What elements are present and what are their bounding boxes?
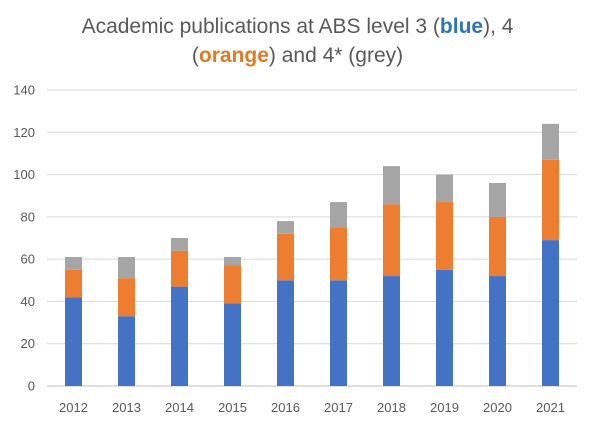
x-tick-label-2014: 2014 xyxy=(165,400,194,415)
title-blue-word: blue xyxy=(439,15,484,38)
y-tick-label-140: 140 xyxy=(13,83,35,98)
x-tick-label-2013: 2013 xyxy=(112,400,141,415)
title-part-4: ) and 4* (grey) xyxy=(268,44,404,67)
y-axis: 0 20 40 60 80 100 120 140 xyxy=(13,83,35,394)
bar-level4star-2017 xyxy=(330,202,347,228)
gridlines xyxy=(47,89,577,387)
title-part-3: ( xyxy=(191,44,199,67)
title-orange-word: orange xyxy=(198,44,269,67)
y-tick-label-40: 40 xyxy=(21,294,35,309)
x-tick-label-2020: 2020 xyxy=(483,400,512,415)
bar-level4-2017 xyxy=(330,227,347,281)
bar-level4star-2012 xyxy=(65,257,82,270)
x-axis: 2012 2013 2014 2015 2016 2017 2018 2019 2020 2021 xyxy=(59,400,565,415)
bar-level3-2013 xyxy=(118,316,135,386)
bar-level4star-2016 xyxy=(277,221,294,234)
bar-level4-2014 xyxy=(171,250,188,287)
bar-level3-2015 xyxy=(224,303,241,386)
bar-level3-2016 xyxy=(277,280,294,386)
chart-title: Academic publications at ABS level 3 (bl… xyxy=(0,12,595,70)
chart-title-line-2: (orange) and 4* (grey) xyxy=(0,41,595,70)
bar-level4-2013 xyxy=(118,278,135,317)
bar-level3-2014 xyxy=(171,286,188,386)
bar-level4-2020 xyxy=(489,216,506,277)
x-tick-label-2019: 2019 xyxy=(430,400,459,415)
x-tick-label-2012: 2012 xyxy=(59,400,88,415)
chart-title-line-1: Academic publications at ABS level 3 (bl… xyxy=(0,12,595,41)
bar-level4-2018 xyxy=(383,204,400,277)
bar-level4-2012 xyxy=(65,269,82,298)
bar-level4-2015 xyxy=(224,265,241,304)
y-tick-label-20: 20 xyxy=(21,336,35,351)
y-tick-label-120: 120 xyxy=(13,125,35,140)
y-tick-label-80: 80 xyxy=(21,209,35,224)
bar-level4star-2014 xyxy=(171,238,188,251)
bar-level4star-2020 xyxy=(489,183,506,217)
x-tick-label-2021: 2021 xyxy=(536,400,565,415)
title-part-2: ), 4 xyxy=(483,15,514,38)
bar-level4-2019 xyxy=(436,202,453,270)
bar-level4star-2019 xyxy=(436,174,453,203)
y-tick-label-60: 60 xyxy=(21,252,35,267)
bar-level3-2020 xyxy=(489,276,506,386)
x-tick-label-2016: 2016 xyxy=(271,400,300,415)
bar-level3-2021 xyxy=(542,240,559,386)
title-part-1: Academic publications at ABS level 3 ( xyxy=(81,15,440,38)
y-tick-label-100: 100 xyxy=(13,167,35,182)
bar-level4-2021 xyxy=(542,159,559,241)
y-tick-label-0: 0 xyxy=(28,379,35,394)
x-tick-label-2017: 2017 xyxy=(324,400,353,415)
bars xyxy=(65,123,559,386)
bar-level3-2018 xyxy=(383,276,400,386)
bar-level3-2012 xyxy=(65,297,82,386)
bar-level4star-2018 xyxy=(383,166,400,205)
bar-level4-2016 xyxy=(277,233,294,281)
bar-level4star-2015 xyxy=(224,257,241,266)
bar-level3-2017 xyxy=(330,280,347,386)
bar-level4star-2021 xyxy=(542,123,559,160)
x-tick-label-2015: 2015 xyxy=(218,400,247,415)
bar-level4star-2013 xyxy=(118,257,135,279)
bar-level3-2019 xyxy=(436,269,453,386)
x-tick-label-2018: 2018 xyxy=(377,400,406,415)
